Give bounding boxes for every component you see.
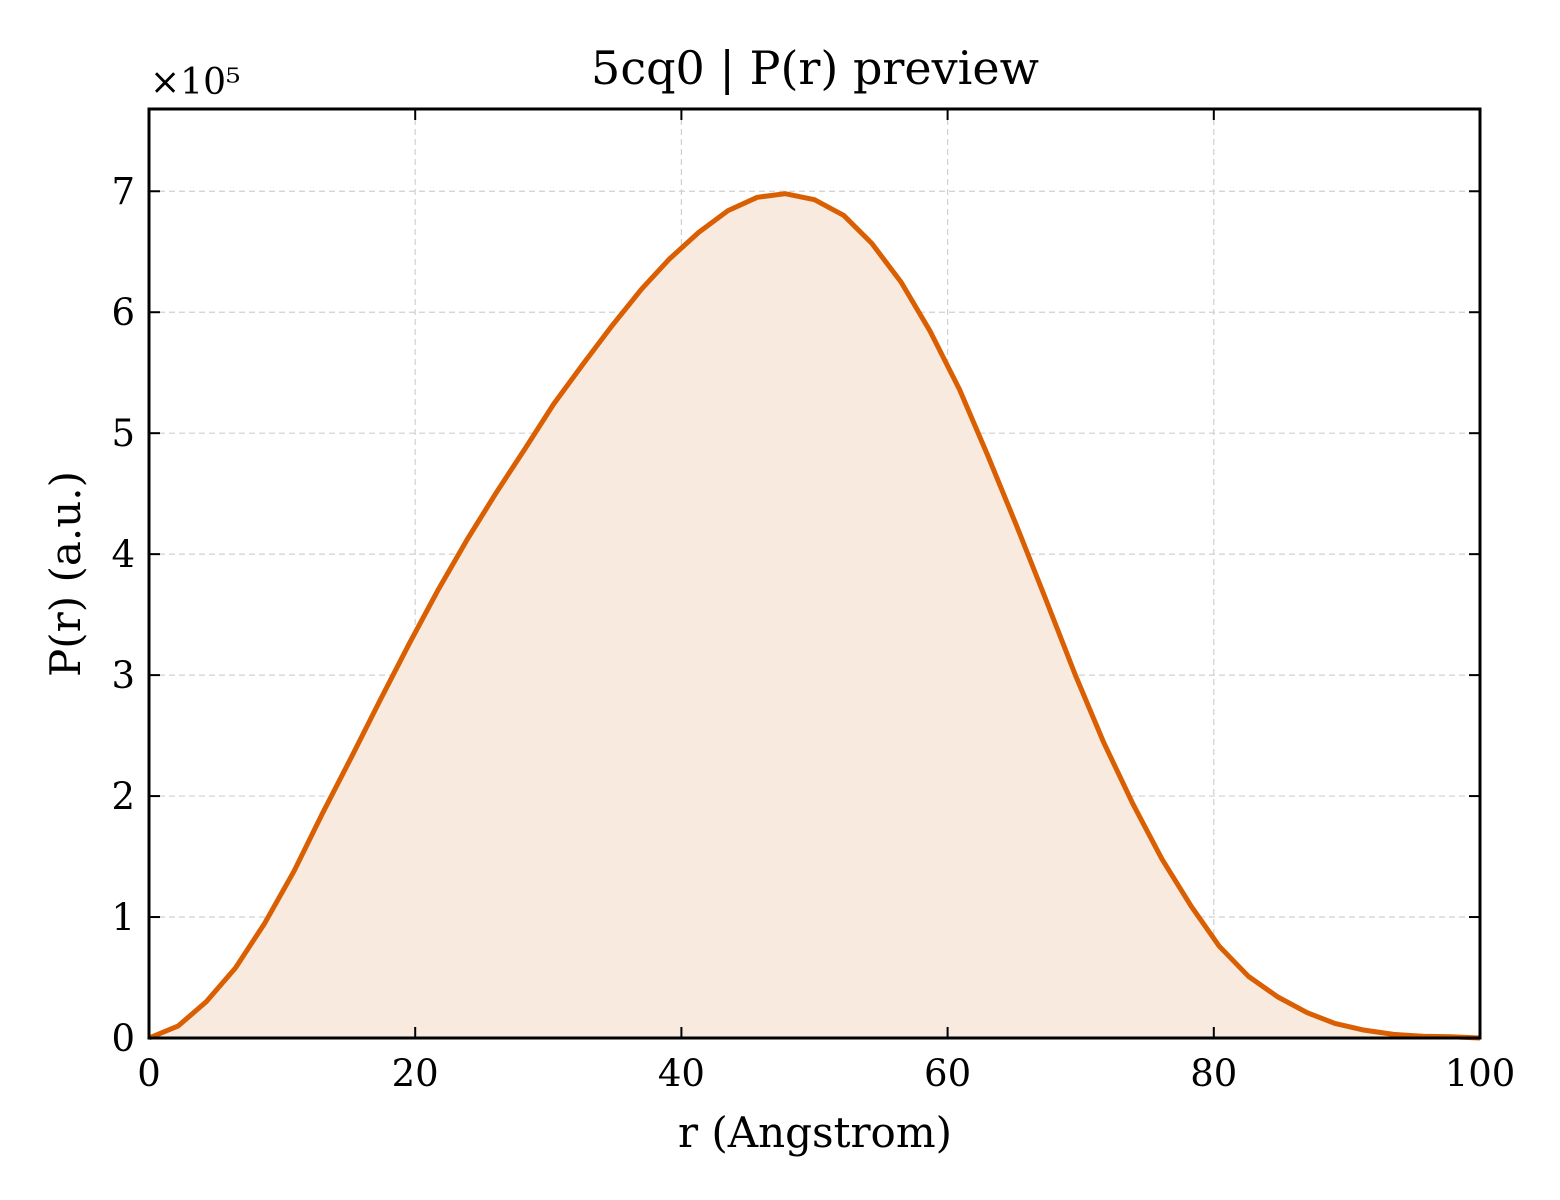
series-line bbox=[148, 191, 1481, 1041]
x-axis-ticks: 0 20 40 60 80 100 bbox=[137, 109, 1515, 1095]
area-fill bbox=[149, 193, 1480, 1039]
y-tick-label: 2 bbox=[111, 775, 135, 818]
x-tick-label: 20 bbox=[392, 1052, 439, 1095]
x-tick-label: 60 bbox=[924, 1052, 971, 1095]
y-axis-label: P(r) (a.u.) bbox=[41, 471, 90, 677]
y-tick-label: 5 bbox=[111, 412, 135, 455]
y-tick-label: 3 bbox=[111, 654, 135, 697]
y-offset-label: ×10⁵ bbox=[150, 62, 240, 103]
plot-frame bbox=[147, 107, 1482, 1040]
y-axis-ticks: 0 1 2 3 4 5 6 7 bbox=[111, 170, 1480, 1060]
y-tick-label: 7 bbox=[111, 170, 135, 213]
y-tick-label: 4 bbox=[111, 533, 135, 576]
chart-title: 5cq0 | P(r) preview bbox=[591, 41, 1039, 95]
x-tick-label: 100 bbox=[1445, 1052, 1516, 1095]
x-tick-label: 40 bbox=[658, 1052, 705, 1095]
y-tick-label: 0 bbox=[111, 1017, 135, 1060]
x-axis-label: r (Angstrom) bbox=[678, 1108, 952, 1157]
x-tick-label: 80 bbox=[1190, 1052, 1237, 1095]
x-tick-label: 0 bbox=[137, 1052, 161, 1095]
y-tick-label: 1 bbox=[111, 896, 135, 939]
y-tick-label: 6 bbox=[111, 291, 135, 334]
